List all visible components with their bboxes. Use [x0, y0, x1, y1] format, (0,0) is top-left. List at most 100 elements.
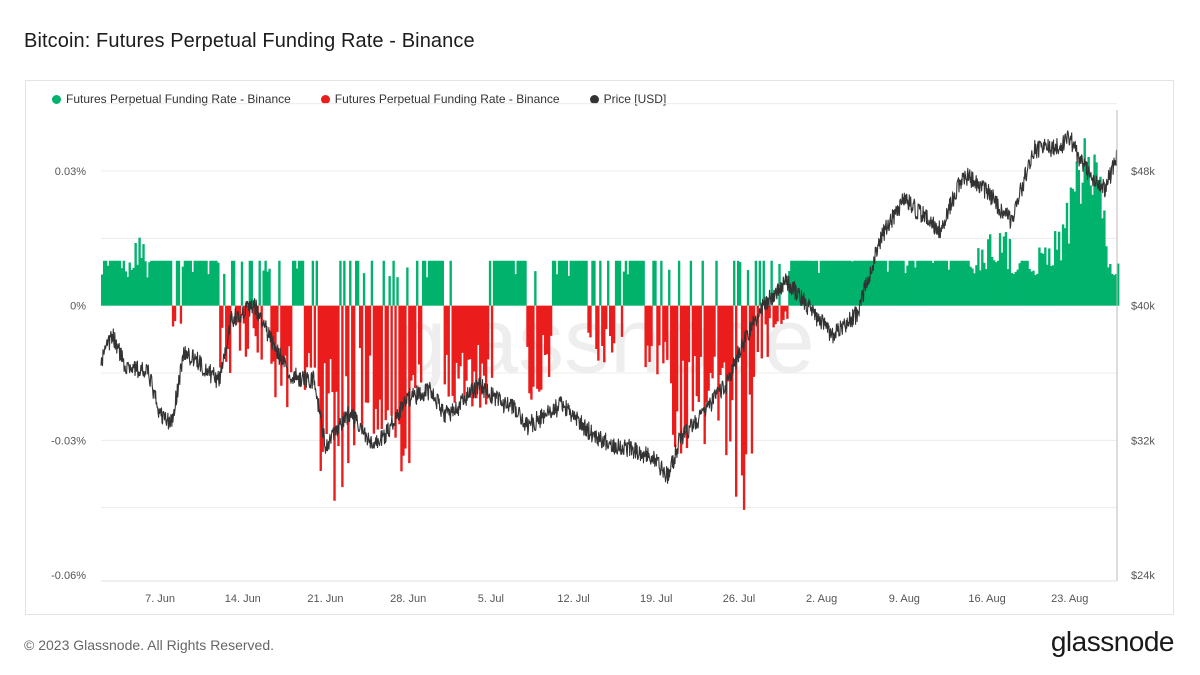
- funding-bar-positive: [1008, 238, 1012, 306]
- funding-bar-negative: [227, 305, 230, 350]
- funding-bar-positive: [240, 261, 244, 306]
- funding-bar-positive: [872, 260, 876, 306]
- funding-bar-positive: [973, 273, 976, 306]
- funding-bar-positive: [1107, 267, 1110, 306]
- funding-bar-positive: [555, 274, 559, 306]
- funding-bar-positive: [929, 260, 933, 306]
- funding-bar-negative: [351, 305, 354, 414]
- funding-bar-positive: [1036, 273, 1039, 306]
- funding-bar-positive: [553, 260, 557, 306]
- funding-bar-positive: [575, 260, 578, 306]
- funding-bar-positive: [900, 260, 903, 306]
- funding-bar-negative: [672, 305, 675, 435]
- y-left-tick-label: 0%: [70, 301, 86, 313]
- funding-bar-negative: [254, 305, 257, 337]
- chart-title: Bitcoin: Futures Perpetual Funding Rate …: [24, 30, 475, 52]
- funding-bar-positive: [156, 260, 159, 306]
- funding-bar-negative: [469, 305, 472, 360]
- funding-bar-negative: [473, 305, 476, 372]
- funding-bar-positive: [618, 260, 622, 306]
- funding-bar-negative: [699, 305, 702, 357]
- legend-item-price[interactable]: Price [USD]: [589, 92, 666, 106]
- funding-bar-positive: [896, 260, 899, 306]
- legend-item-funding-negative[interactable]: Futures Perpetual Funding Rate - Binance: [320, 92, 560, 106]
- funding-bar-negative: [372, 305, 376, 434]
- funding-bar-negative: [731, 305, 734, 401]
- funding-bar-positive: [1077, 169, 1080, 306]
- funding-bar-positive: [1046, 264, 1049, 306]
- funding-bar-positive: [388, 276, 391, 306]
- funding-bar-negative: [656, 305, 659, 375]
- funding-bar-positive: [701, 260, 704, 306]
- funding-positive-bars: [101, 138, 1120, 306]
- funding-bar-positive: [939, 260, 943, 306]
- funding-bar-positive: [118, 260, 122, 306]
- funding-bar-negative: [345, 305, 348, 377]
- funding-bar-positive: [821, 260, 825, 306]
- x-tick-label: 2. Aug: [806, 593, 837, 605]
- brand-logo: glassnode: [1050, 626, 1175, 657]
- funding-bar-positive: [1099, 176, 1102, 306]
- legend-item-funding-positive[interactable]: Futures Perpetual Funding Rate - Binance: [52, 92, 291, 106]
- funding-bar-positive: [514, 274, 517, 306]
- funding-bar-positive: [642, 260, 645, 306]
- funding-bar-positive: [949, 260, 953, 306]
- funding-bar-negative: [609, 305, 612, 337]
- funding-bar-negative: [463, 305, 466, 402]
- funding-bar-positive: [807, 260, 811, 306]
- funding-bar-positive: [215, 260, 218, 306]
- funding-bar-positive: [449, 260, 452, 306]
- funding-bar-positive: [199, 260, 202, 306]
- funding-bar-negative: [532, 305, 535, 387]
- funding-bar-positive: [278, 260, 281, 306]
- funding-bar-positive: [614, 260, 618, 306]
- funding-bar-positive: [849, 260, 852, 306]
- funding-bar-negative: [404, 305, 407, 449]
- funding-bar-negative: [490, 305, 494, 378]
- funding-bar-positive: [508, 260, 511, 306]
- funding-bar-positive: [805, 260, 809, 306]
- funding-bar-negative: [750, 305, 754, 454]
- funding-bar-negative: [530, 305, 533, 400]
- funding-bar-positive: [209, 260, 212, 306]
- funding-bar-positive: [591, 260, 594, 306]
- funding-bar-positive: [217, 262, 220, 306]
- funding-bar-positive: [790, 260, 793, 306]
- funding-bar-negative: [319, 305, 322, 471]
- funding-bar-positive: [423, 260, 427, 306]
- funding-bar-positive: [559, 260, 563, 306]
- x-tick-label: 14. Jun: [225, 593, 261, 605]
- funding-bar-positive: [429, 260, 433, 306]
- funding-bar-positive: [1042, 253, 1045, 306]
- funding-bar-positive: [882, 260, 886, 306]
- funding-bar-positive: [894, 260, 897, 306]
- funding-bar-positive: [965, 260, 968, 306]
- y-right-tick-label: $32k: [1131, 435, 1155, 447]
- funding-bar-positive: [943, 260, 947, 306]
- funding-bar-positive: [1006, 269, 1010, 306]
- funding-bar-negative: [418, 305, 421, 365]
- funding-bar-positive: [829, 260, 832, 306]
- funding-bar-positive: [1083, 138, 1086, 306]
- funding-bar-positive: [211, 260, 214, 306]
- x-tick-label: 21. Jun: [307, 593, 343, 605]
- funding-bar-positive: [516, 260, 519, 306]
- funding-bar-positive: [953, 260, 956, 306]
- funding-bar-positive: [177, 260, 181, 306]
- funding-bar-positive: [502, 260, 506, 306]
- funding-bar-positive: [947, 269, 951, 306]
- funding-bar-positive: [101, 274, 104, 306]
- funding-bar-positive: [918, 260, 921, 306]
- funding-bar-negative: [408, 305, 411, 464]
- funding-bar-negative: [305, 305, 309, 368]
- price-line: [100, 130, 1118, 484]
- funding-bar-negative: [412, 305, 415, 376]
- funding-bar-negative: [748, 305, 752, 395]
- funding-bar-positive: [1002, 236, 1006, 306]
- funding-bar-positive: [904, 273, 907, 306]
- funding-bar-positive: [506, 260, 509, 306]
- funding-bar-negative: [742, 305, 746, 510]
- funding-bar-positive: [150, 260, 153, 306]
- funding-bar-negative: [364, 305, 368, 403]
- funding-bar-negative: [252, 305, 255, 329]
